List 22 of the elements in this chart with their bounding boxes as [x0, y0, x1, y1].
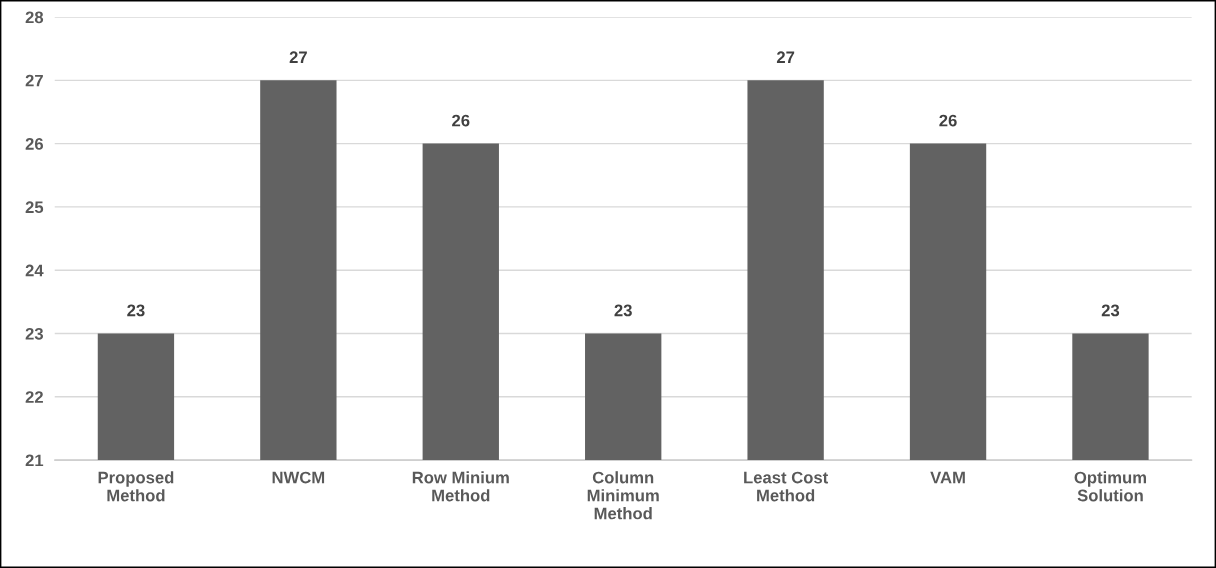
data-label: 23 [1101, 304, 1120, 317]
data-label: 26 [939, 114, 957, 127]
y-tick-label: 23 [25, 327, 44, 340]
data-label: 26 [452, 114, 470, 127]
x-tick-label: NWCM [272, 471, 325, 484]
x-tick-label: VAM [930, 471, 965, 484]
x-tick-label: Row Minium Method [412, 471, 509, 502]
data-label: 27 [776, 51, 795, 63]
y-tick-label: 28 [25, 11, 44, 24]
data-label: 23 [127, 304, 145, 317]
y-tick-label: 27 [25, 74, 43, 87]
y-tick-label: 22 [25, 391, 43, 403]
x-tick-label: Optimum Solution [1074, 471, 1147, 502]
y-tick-label: 25 [25, 201, 44, 214]
x-tick-label: Least Cost Method [744, 471, 829, 502]
y-tick-label: 24 [25, 264, 44, 277]
y-tick-label: 21 [25, 454, 44, 467]
y-tick-label: 26 [25, 138, 44, 150]
x-tick-label: Column Minimum Method [587, 471, 659, 520]
data-label: 23 [614, 304, 632, 317]
data-label: 27 [289, 51, 307, 63]
x-tick-label: Proposed Method [98, 471, 174, 502]
